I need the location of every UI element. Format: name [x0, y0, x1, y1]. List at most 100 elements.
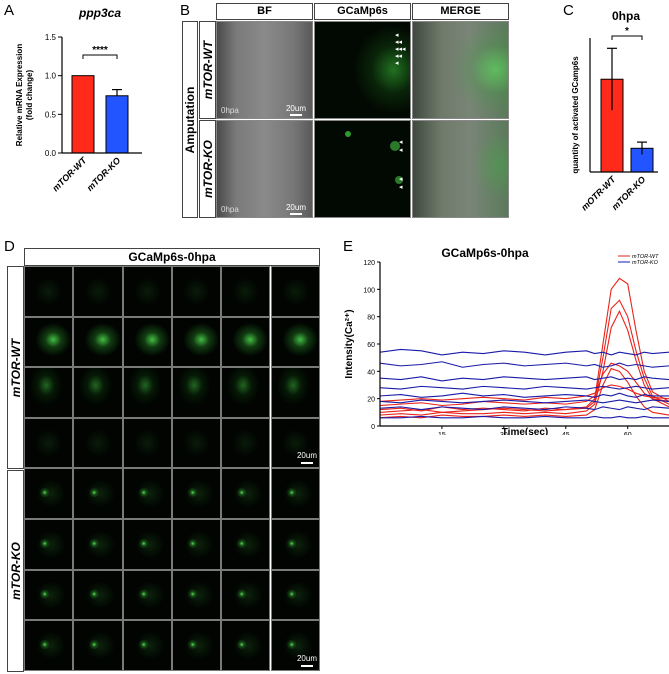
significance-bracket	[611, 35, 643, 40]
time-lapse-frame	[24, 468, 74, 519]
image-bf-mtor-ko: 0hpa 20um	[216, 120, 313, 218]
panel-d-header: GCaMp6s-0hpa	[24, 248, 320, 266]
series-line-mtor-wt	[379, 277, 669, 412]
row-header-mtor-wt: mTOR-WT	[7, 266, 24, 469]
amputation-label: Amputation	[183, 86, 197, 153]
scale-bar-label: 20um	[296, 654, 317, 663]
time-lapse-frame	[122, 266, 172, 317]
series-line-mtor-ko	[379, 376, 669, 382]
time-lapse-frame	[171, 569, 222, 621]
time-lapse-frame	[122, 468, 172, 519]
row-header-mtor-ko: mTOR-KO	[7, 470, 24, 672]
y-tick-label: 0.5	[45, 110, 57, 119]
time-lapse-frame	[122, 417, 172, 469]
fluorescence-spot	[345, 131, 351, 137]
significance-label: ****	[92, 45, 108, 56]
y-axis-label: Relative mRNA Expression(fold change)	[15, 44, 34, 147]
chart-title: GCaMp6s-0hpa	[441, 246, 529, 260]
legend-label: mTOR-WT	[632, 254, 659, 260]
fluorescence-spot	[395, 176, 403, 184]
time-lapse-frame	[73, 620, 123, 671]
time-lapse-frame	[221, 569, 271, 621]
time-lapse-frame	[221, 367, 271, 418]
time-lapse-frame	[270, 519, 320, 570]
scale-bar	[290, 114, 302, 116]
scale-bar	[301, 462, 313, 464]
time-lapse-frame	[221, 620, 271, 671]
time-lapse-frame	[171, 620, 222, 671]
time-lapse-frame	[73, 519, 123, 570]
time-lapse-frame	[73, 367, 123, 418]
time-lapse-frame	[122, 316, 172, 368]
y-tick-label: 40	[367, 369, 375, 376]
series-line-mtor-wt	[379, 309, 669, 416]
series-line-mtor-ko	[379, 361, 669, 368]
fluorescence-signal	[355, 27, 410, 112]
image-gcamp6s-mtor-ko: ◂ ◂ ◂ ◂	[314, 120, 411, 218]
time-lapse-frame	[24, 519, 74, 570]
series-line-mtor-wt	[379, 362, 669, 407]
time-lapse-frame	[73, 569, 123, 621]
y-tick-label: 20	[367, 397, 375, 404]
time-lapse-frame	[270, 316, 320, 368]
x-tick-label: mTOR-WT	[50, 154, 89, 193]
series-line-mtor-wt	[379, 384, 669, 402]
bar-mtor-ko	[105, 95, 129, 154]
x-tick-label: 15	[438, 432, 446, 435]
time-lapse-frame	[24, 417, 74, 469]
time-lapse-frame	[221, 316, 271, 368]
y-axis-label: quantity of activated GCamp6s	[571, 56, 580, 174]
panel-label-b: B	[180, 2, 191, 19]
time-lapse-frame	[270, 367, 320, 418]
panel-e-line-chart: GCaMp6s-0hpa 0 20 40 60 80 100 120 15 30 45 60 Time(…	[344, 246, 669, 435]
arrowheads: ◂ ◂◂ ◂◂◂ ◂◂ ◂	[395, 32, 406, 67]
time-lapse-frame	[73, 266, 123, 317]
column-header-gcamp6s: GCaMp6s	[314, 3, 411, 20]
time-lapse-frame	[73, 417, 123, 469]
series-line-mtor-ko	[380, 415, 669, 419]
group-header-amputation: Amputation	[182, 21, 198, 218]
series-line-mtor-wt	[379, 367, 669, 419]
chart-title: 0hpa	[612, 9, 640, 23]
time-lapse-frame	[122, 569, 172, 621]
significance-label: *	[625, 26, 629, 37]
series-line-mtor-ko	[379, 385, 669, 390]
y-tick-label: 120	[363, 260, 375, 267]
significance-bracket	[82, 54, 118, 59]
time-lapse-frame	[270, 468, 320, 519]
panel-a-bar-chart: ppp3ca 0.0 0.5 1.0 1.5 Relative mRNA Expressi…	[15, 6, 142, 193]
y-tick-label: 80	[367, 315, 375, 322]
time-lapse-frame	[171, 519, 222, 570]
time-lapse-frame	[270, 620, 320, 671]
timestamp-label: 0hpa	[221, 205, 239, 214]
time-lapse-frame	[24, 569, 74, 621]
fluorescence-signal	[453, 27, 508, 112]
scale-bar-label: 20um	[285, 104, 306, 113]
time-lapse-frame	[24, 620, 74, 671]
x-tick-label: mTOR-KO	[85, 155, 123, 193]
time-lapse-frame	[24, 367, 74, 418]
row-label-mtor-wt: mTOR-WT	[8, 338, 23, 397]
row-label-mtor-wt: mTOR-WT	[200, 40, 215, 100]
time-lapse-frame	[24, 316, 74, 368]
time-lapse-frame	[221, 519, 271, 570]
bar-mtor-wt	[71, 75, 95, 154]
time-lapse-frame	[171, 417, 222, 469]
time-lapse-frame	[122, 367, 172, 418]
panel-label-c: C	[563, 2, 574, 19]
scale-bar-label: 20um	[285, 203, 306, 212]
fluorescence-spot	[390, 141, 400, 151]
series-line-mtor-ko	[379, 348, 669, 356]
x-axis-label: Time(sec)	[502, 427, 549, 435]
time-lapse-frame	[171, 367, 222, 418]
panel-label-d: D	[4, 238, 15, 255]
time-lapse-frame	[122, 620, 172, 671]
column-header-merge: MERGE	[412, 3, 509, 20]
time-lapse-frame	[221, 417, 271, 469]
image-merge-mtor-wt	[412, 21, 509, 119]
y-tick-label: 60	[367, 342, 375, 349]
time-lapse-frame	[270, 569, 320, 621]
row-header-mtor-wt: mTOR-WT	[199, 21, 216, 119]
time-lapse-frame	[270, 417, 320, 469]
